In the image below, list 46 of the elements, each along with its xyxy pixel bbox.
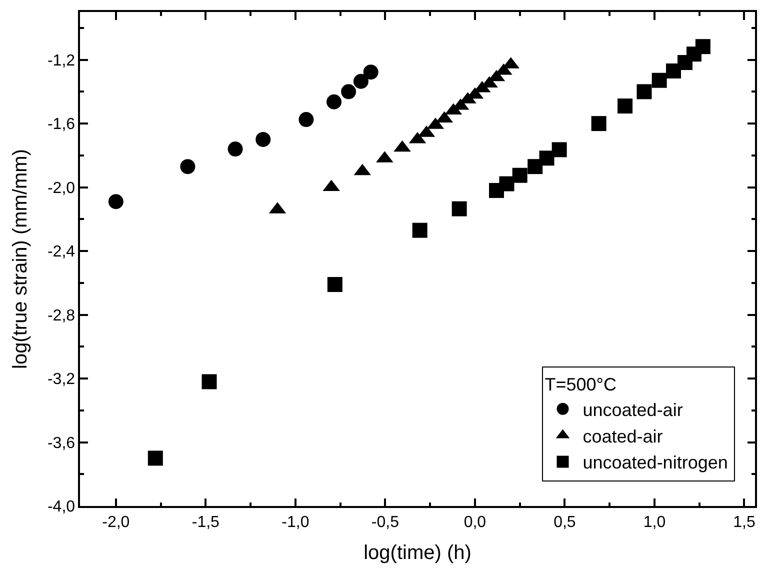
point: [228, 142, 243, 157]
legend-label: uncoated-air: [582, 400, 683, 420]
legend-label: uncoated-nitrogen: [582, 452, 728, 473]
point: [412, 222, 428, 238]
point: [327, 277, 342, 292]
y-tick-label: -1,2: [47, 52, 76, 70]
x-tick-label: -1,0: [282, 514, 310, 531]
point: [180, 159, 196, 174]
y-tick-label: -2,0: [47, 180, 76, 197]
point: [695, 39, 710, 54]
point: [512, 168, 528, 183]
x-tick-label: 1,5: [733, 514, 756, 531]
y-tick-label: -3,6: [47, 434, 76, 452]
point: [353, 74, 368, 89]
y-tick-label: -2,8: [47, 307, 76, 324]
point: [499, 176, 514, 192]
point: [618, 98, 633, 114]
point: [552, 142, 567, 158]
x-tick-label: 0,5: [554, 514, 576, 531]
y-tick-label: -2,4: [47, 244, 76, 261]
point: [326, 94, 342, 110]
point: [298, 112, 314, 128]
point: [539, 150, 554, 166]
point: [256, 132, 271, 147]
x-tick-label: 0,0: [464, 514, 486, 531]
x-tick-label: -1,5: [192, 514, 220, 531]
point: [528, 159, 543, 174]
point: [363, 64, 378, 80]
x-tick-label: -2,0: [102, 514, 130, 531]
point: [452, 201, 467, 216]
point: [341, 84, 356, 100]
y-tick-label: -1,6: [47, 116, 76, 134]
point: [591, 116, 606, 132]
point: [108, 194, 124, 210]
y-tick-label: -4,0: [47, 498, 76, 516]
point: [202, 374, 217, 390]
x-tick-label: 1,0: [643, 514, 666, 531]
y-tick-label: -3,2: [47, 371, 76, 388]
x-axis-title: log(time) (h): [364, 542, 472, 564]
y-axis-title: log(true strain) (mm/mm): [9, 148, 32, 370]
point: [148, 450, 163, 466]
legend-label: coated-air: [582, 426, 663, 446]
point: [652, 72, 667, 88]
x-tick-label: -0,5: [371, 514, 400, 531]
point: [636, 84, 652, 100]
legend-title: T=500°C: [544, 374, 616, 395]
